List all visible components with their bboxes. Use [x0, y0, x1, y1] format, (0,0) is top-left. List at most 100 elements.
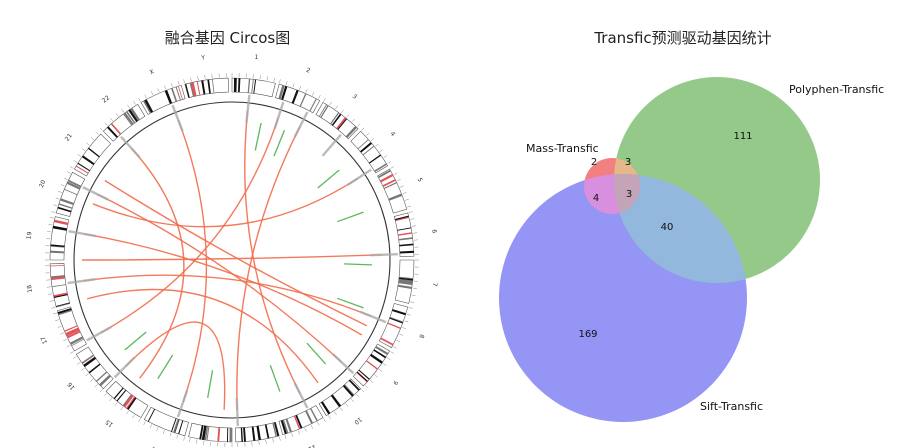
cytoband: [171, 87, 178, 102]
gene-label-mark: [332, 353, 355, 375]
fusion-link: [177, 119, 208, 403]
cytoband: [398, 237, 413, 241]
tick: [374, 374, 378, 378]
cytoband: [330, 394, 342, 408]
tick: [378, 368, 383, 372]
chromosome-X: [140, 84, 186, 115]
cytoband: [387, 322, 401, 330]
tick: [77, 154, 82, 157]
cytoband: [65, 328, 80, 337]
tick: [156, 427, 159, 432]
circos-title: 融合基因 Circos图: [164, 29, 291, 47]
tick: [183, 79, 185, 84]
cytoband: [217, 427, 221, 442]
fusion-link: [104, 179, 368, 327]
count-all-three: 3: [626, 189, 632, 200]
tick: [49, 217, 54, 219]
cytoband: [107, 126, 118, 138]
gene-marker: [306, 342, 327, 365]
cytoband: [173, 418, 180, 433]
fusion-link: [131, 148, 185, 379]
tick: [126, 410, 129, 415]
cytoband: [82, 155, 95, 165]
tick: [76, 362, 81, 365]
cytoband: [251, 426, 256, 441]
tick: [132, 414, 135, 419]
cytoband: [201, 80, 206, 95]
tick: [176, 434, 179, 439]
gene-label-mark: [293, 382, 309, 409]
tick: [361, 389, 365, 393]
cytoband: [130, 107, 140, 121]
tick: [317, 421, 320, 426]
tick: [258, 441, 260, 446]
tick: [95, 131, 99, 135]
cytoband: [64, 325, 78, 332]
tick: [328, 415, 331, 420]
cytoband: [310, 408, 318, 422]
cytoband: [389, 317, 403, 324]
cytoband: [240, 427, 243, 442]
cytoband: [206, 426, 210, 441]
tick: [73, 160, 78, 163]
cytoband: [344, 384, 355, 396]
tick: [51, 307, 56, 309]
circos-plot: 12345678910111213141516171819202122XY: [26, 54, 439, 448]
tick: [386, 357, 391, 360]
gene-label-mark: [293, 111, 309, 138]
cytoband: [57, 308, 72, 315]
tick: [379, 149, 384, 153]
chromosome-label-20: 20: [38, 179, 47, 189]
tick: [157, 88, 160, 93]
cytoband: [58, 203, 73, 209]
cytoband: [185, 83, 190, 98]
tick: [345, 403, 349, 407]
cytoband: [189, 82, 195, 97]
tick: [94, 384, 98, 388]
fusion-link: [81, 254, 382, 261]
chromosome-label-5: 5: [416, 177, 424, 183]
cytoband: [247, 78, 251, 93]
cytoband: [57, 206, 72, 213]
cytoband: [177, 85, 183, 100]
tick: [103, 393, 107, 397]
chromosome-label-Y: Y: [200, 54, 206, 62]
tick: [411, 225, 416, 227]
chromosome-label-2: 2: [305, 67, 311, 75]
gene-marker: [124, 331, 147, 351]
cytoband: [69, 336, 84, 345]
cytoband: [273, 422, 280, 437]
tick: [408, 307, 413, 309]
fusion-link: [236, 126, 301, 410]
cytoband: [201, 425, 207, 440]
gene-label-mark: [235, 397, 239, 426]
tick: [46, 286, 51, 288]
cytoband: [226, 427, 229, 442]
tick: [149, 424, 153, 429]
gene-marker: [207, 370, 214, 398]
tick: [273, 77, 275, 82]
cytoband: [229, 427, 232, 442]
tick: [52, 312, 57, 315]
tick: [413, 232, 418, 234]
tick: [143, 421, 146, 425]
cytoband: [190, 82, 197, 97]
cytoband: [75, 165, 89, 174]
count-polyphen-sift: 40: [661, 222, 674, 233]
tick: [299, 86, 302, 90]
cytoband: [257, 425, 261, 440]
cytoband: [399, 250, 414, 254]
tick: [408, 211, 413, 213]
cytoband: [126, 396, 136, 409]
gene-label-mark: [245, 94, 251, 123]
tick: [189, 438, 191, 443]
tick: [318, 95, 321, 99]
cytoband: [251, 79, 254, 94]
tick: [406, 313, 411, 316]
fusion-link: [84, 233, 363, 336]
tick: [297, 430, 300, 435]
tick: [85, 373, 89, 377]
cytoband: [357, 139, 369, 150]
cytoband: [88, 363, 101, 374]
tick: [133, 100, 136, 105]
